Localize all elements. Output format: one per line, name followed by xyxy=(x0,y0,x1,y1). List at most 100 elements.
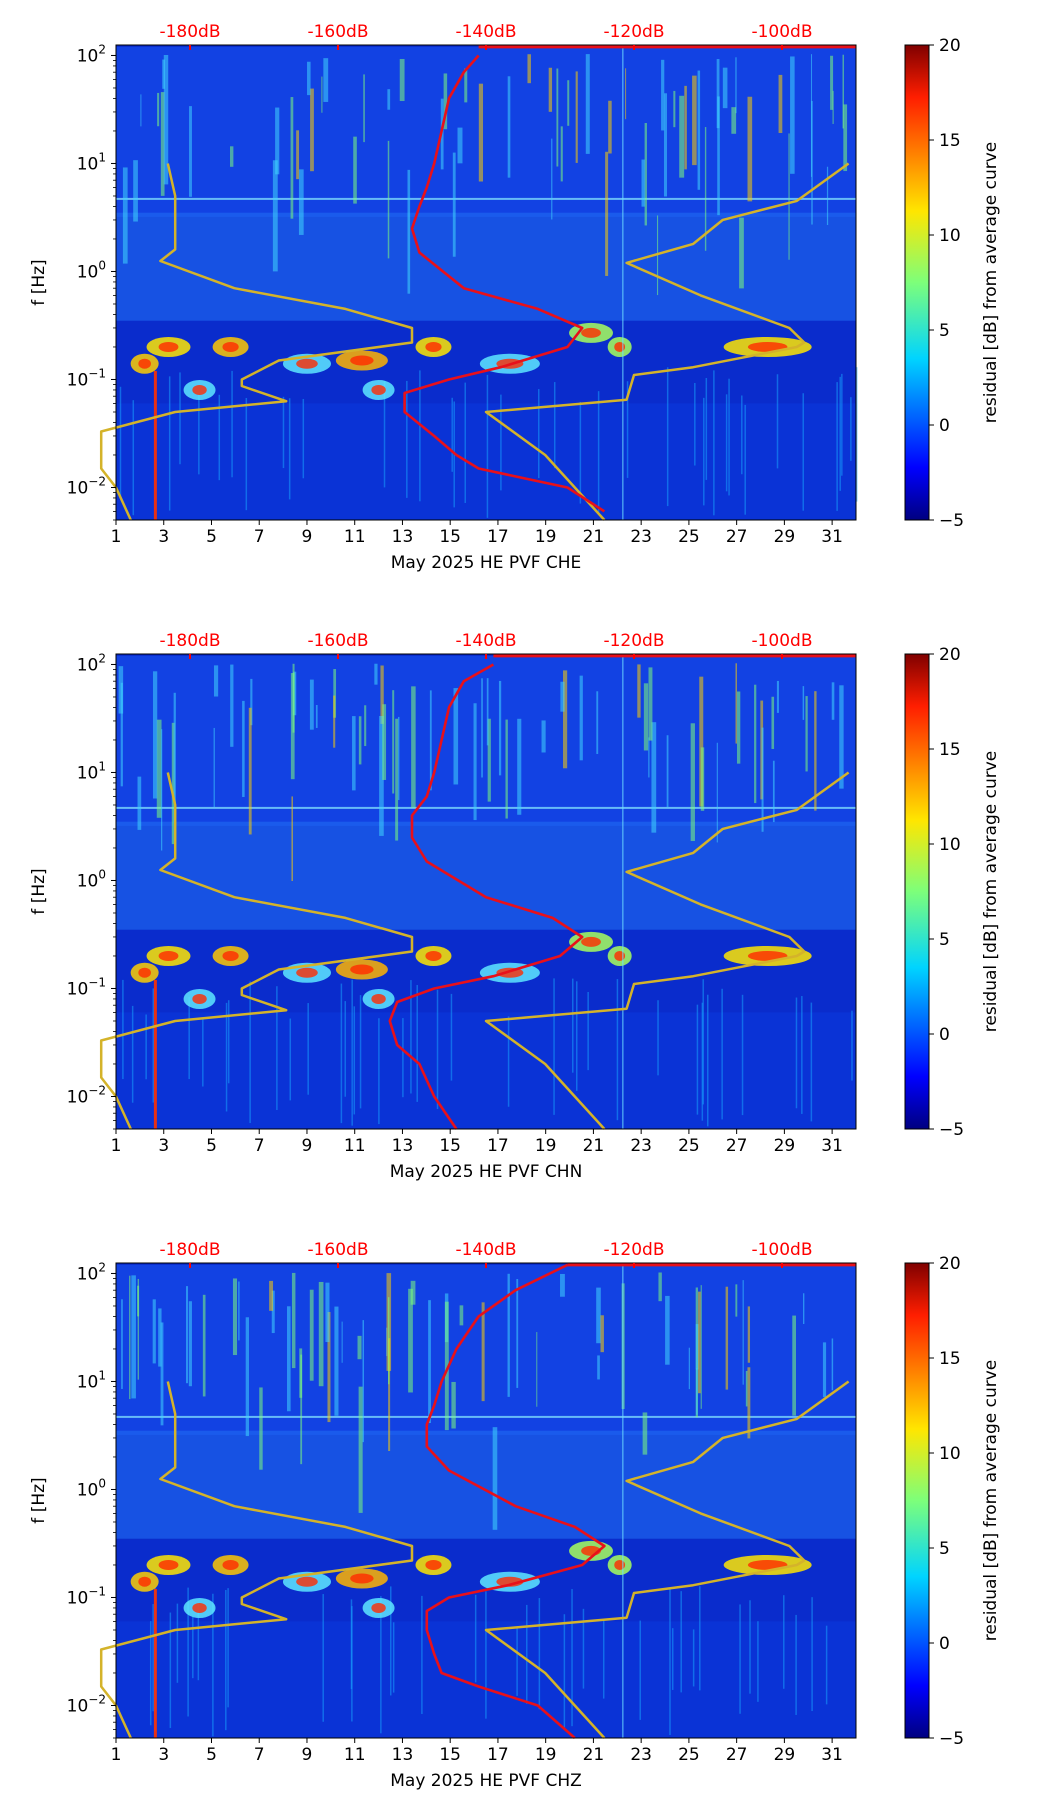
heatmap-lf-streak xyxy=(416,985,418,1102)
x-tick-label: 21 xyxy=(583,527,605,547)
heatmap-streak xyxy=(333,695,336,748)
x-tick-label: 1 xyxy=(111,1136,122,1156)
heatmap-microseism-core xyxy=(192,1602,207,1613)
heatmap-streak xyxy=(661,59,665,131)
x-tick-label: 29 xyxy=(774,1745,796,1765)
heatmap-lf-streak xyxy=(392,1622,395,1693)
heatmap-streak xyxy=(579,675,583,761)
heatmap-streak xyxy=(831,1338,834,1391)
heatmap-lf-streak xyxy=(626,381,629,478)
heatmap-streak xyxy=(842,54,844,129)
heatmap-streak xyxy=(189,106,192,197)
heatmap-lf-streak xyxy=(145,1014,147,1080)
colorbar-tick-label: 15 xyxy=(939,1349,961,1369)
x-tick-label: 31 xyxy=(821,527,843,547)
x-tick-label: 25 xyxy=(678,1745,700,1765)
heatmap-streak xyxy=(608,100,612,154)
heatmap-lf-streak xyxy=(380,1596,382,1734)
heatmap-streak xyxy=(352,716,356,791)
heatmap-lf-streak xyxy=(307,1003,309,1095)
heatmap-streak xyxy=(822,1342,827,1398)
heatmap-streak xyxy=(325,1282,330,1343)
x-tick-label: 19 xyxy=(535,527,557,547)
heatmap-microseism-core xyxy=(747,341,788,352)
heatmap-streak xyxy=(362,1320,364,1443)
heatmap-streak xyxy=(771,696,775,749)
heatmap-lf-streak xyxy=(553,382,556,469)
heatmap-lf-streak xyxy=(741,395,743,475)
heatmap-lf-streak xyxy=(282,396,285,469)
heatmap-lf-streak xyxy=(571,1589,573,1727)
curve-average-psd xyxy=(388,663,584,1130)
heatmap-lf-streak xyxy=(597,391,600,514)
heatmap-streak xyxy=(527,54,531,84)
heatmap-lf-streak xyxy=(579,401,582,504)
heatmap-lf-streak xyxy=(706,994,709,1127)
colorbar-tick-label: 15 xyxy=(939,740,961,760)
heatmap-microseism-core xyxy=(747,1559,788,1570)
heatmap-lf-streak xyxy=(582,1608,585,1689)
heatmap-lf-streak xyxy=(218,394,221,481)
colorbar-gradient xyxy=(904,1262,930,1739)
heatmap-streak xyxy=(290,97,294,219)
heatmap-microseism-core xyxy=(192,993,207,1004)
y-tick-label: 101 xyxy=(77,1368,106,1392)
heatmap-lf-streak xyxy=(507,1016,510,1107)
x-axis-label: May 2025 HE PVF CHN xyxy=(390,1162,583,1182)
heatmap-microseism-core xyxy=(192,384,207,395)
x-tick-label: 23 xyxy=(630,1136,652,1156)
heatmap-streak xyxy=(464,68,468,103)
heatmap-streak xyxy=(232,1278,238,1356)
heatmap-microseism-core xyxy=(425,950,442,961)
heatmap-streak xyxy=(736,691,741,764)
heatmap-lf-streak xyxy=(680,1591,682,1693)
heatmap-streak xyxy=(826,166,829,226)
heatmap-lf-streak xyxy=(302,398,305,479)
db-tick-label: -160dB xyxy=(307,631,368,651)
heatmap-streak xyxy=(548,67,553,112)
heatmap-streak xyxy=(517,718,522,815)
x-tick-label: 11 xyxy=(344,1136,366,1156)
colorbar-tick-label: 10 xyxy=(939,1444,961,1464)
heatmap-streak xyxy=(843,104,848,172)
heatmap-streak xyxy=(481,678,483,778)
heatmap-streak xyxy=(811,100,813,225)
heatmap-streak xyxy=(725,1286,729,1390)
heatmap-streak xyxy=(778,74,783,133)
heatmap-lf-streak xyxy=(227,1588,229,1708)
heatmap-streak xyxy=(122,167,128,264)
heatmap-streak xyxy=(666,735,669,808)
heatmap-streak xyxy=(250,678,253,726)
heatmap-streak xyxy=(382,704,387,780)
heatmap-microseism-core xyxy=(158,950,179,961)
heatmap-streak xyxy=(516,1278,519,1388)
y-axis-label: f [Hz] xyxy=(29,1477,49,1523)
heatmap-lf-streak xyxy=(350,1599,353,1690)
heatmap-streak xyxy=(700,1285,702,1409)
heatmap-event-line xyxy=(622,654,624,1129)
heatmap-lf-streak xyxy=(538,1598,541,1710)
heatmap-streak xyxy=(333,669,337,718)
heatmap-lf-streak xyxy=(344,1001,346,1097)
x-tick-label: 17 xyxy=(487,527,509,547)
x-tick-label: 1 xyxy=(111,527,122,547)
heatmap-streak xyxy=(673,90,676,128)
heatmap-streak xyxy=(388,1297,390,1385)
heatmap-event-line xyxy=(153,979,157,1129)
heatmap-lf-streak xyxy=(795,997,798,1109)
heatmap-lf-streak xyxy=(402,1018,404,1098)
heatmap-lf-streak xyxy=(694,382,696,466)
heatmap-streak xyxy=(735,57,737,114)
x-tick-label: 21 xyxy=(583,1136,605,1156)
heatmap-lf-streak xyxy=(122,979,124,1080)
db-tick-label: -120dB xyxy=(603,631,664,651)
heatmap-streak xyxy=(310,88,314,172)
heatmap-streak xyxy=(298,169,304,235)
heatmap-streak xyxy=(296,130,300,180)
x-tick-label: 7 xyxy=(254,527,265,547)
heatmap-streak xyxy=(133,160,138,222)
heatmap-lf-streak xyxy=(390,1586,392,1696)
heatmap-streak xyxy=(648,667,653,741)
heatmap-streak xyxy=(716,59,720,129)
